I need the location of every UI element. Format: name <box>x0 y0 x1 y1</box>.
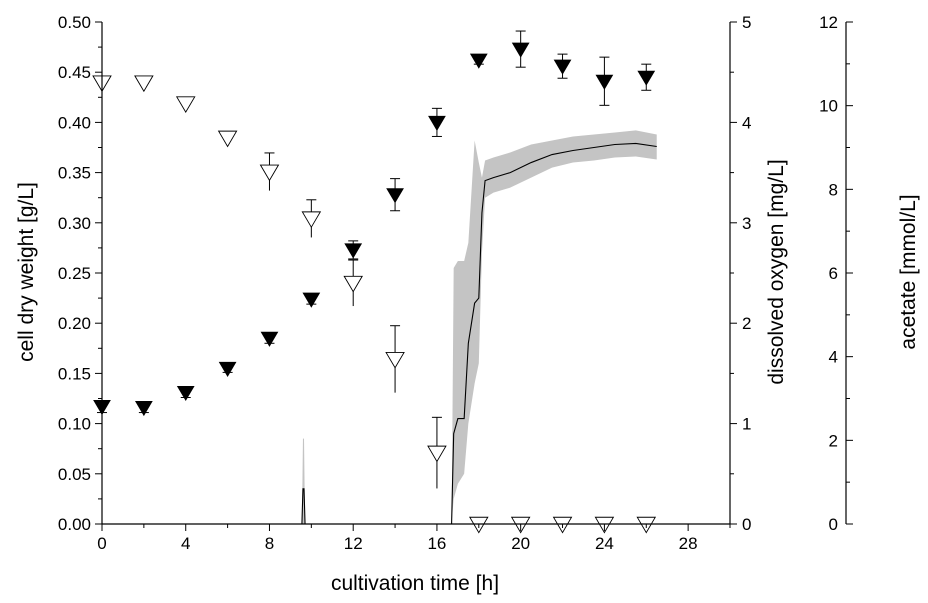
y-axis-title-acetate: acetate [mmol/L] <box>897 194 920 349</box>
y-tick-label-acetate: 12 <box>819 13 838 32</box>
x-axis-title: cultivation time [h] <box>331 572 499 595</box>
cdw-point <box>260 331 279 347</box>
y-tick-label-cdw: 0.30 <box>58 214 91 233</box>
acetate-point <box>175 96 196 114</box>
y-tick-label-do: 2 <box>742 314 751 333</box>
cdw-point <box>637 70 656 86</box>
cdw-point <box>553 59 572 75</box>
acetate-point <box>134 75 154 93</box>
acetate-point <box>259 164 280 182</box>
y-tick-label-do: 4 <box>742 113 751 132</box>
y-tick-label-do: 5 <box>742 13 751 32</box>
y-tick-label-cdw: 0.45 <box>58 63 91 82</box>
do-line <box>102 142 657 525</box>
y-tick-label-cdw: 0.05 <box>58 465 91 484</box>
cdw-point <box>595 74 614 90</box>
y-tick-label-acetate: 0 <box>829 515 838 534</box>
y-tick-label-do: 1 <box>742 415 751 434</box>
y-tick-label-acetate: 10 <box>819 97 838 116</box>
acetate-point <box>427 445 447 463</box>
y-tick-label-cdw: 0.40 <box>58 113 91 132</box>
x-tick-label: 20 <box>511 534 530 553</box>
cdw-point <box>134 401 153 417</box>
acetate-point <box>217 130 238 148</box>
cdw-point <box>511 42 530 58</box>
x-tick-label: 0 <box>97 534 106 553</box>
y-tick-label-acetate: 2 <box>829 431 838 450</box>
cdw-point <box>428 115 446 131</box>
axis-layer: 0 4 8 12 16 20 24 280.000.050.100.150.200.250.3… <box>58 13 853 553</box>
acetate-point <box>301 211 322 229</box>
y-axis-title-do: dissolved oxygen [mg/L] <box>765 159 788 384</box>
y-tick-label-cdw: 0.25 <box>58 264 91 283</box>
x-tick-label: 12 <box>344 534 363 553</box>
acetate-point <box>385 351 405 369</box>
acetate-point <box>343 275 363 293</box>
y-tick-label-cdw: 0.35 <box>58 164 91 183</box>
do-line-layer <box>102 142 657 525</box>
cdw-point <box>386 188 404 204</box>
cdw-point <box>344 243 363 259</box>
y-tick-label-cdw: 0.15 <box>58 364 91 383</box>
y-tick-label-cdw: 0.10 <box>58 415 91 434</box>
x-tick-label: 8 <box>265 534 274 553</box>
marker-layer <box>92 30 657 534</box>
x-tick-label: 24 <box>595 534 614 553</box>
y-axis-title-cdw: cell dry weight [g/L] <box>15 182 38 362</box>
y-tick-label-cdw: 0.50 <box>58 13 91 32</box>
y-tick-label-acetate: 4 <box>829 348 838 367</box>
cdw-point <box>218 361 237 377</box>
do-band-layer <box>102 130 657 524</box>
cdw-point <box>176 385 195 402</box>
y-tick-label-do: 0 <box>742 515 751 534</box>
do-std-band <box>102 130 657 524</box>
y-tick-label-acetate: 6 <box>829 264 838 283</box>
y-tick-label-do: 3 <box>742 214 751 233</box>
cdw-point <box>302 292 321 308</box>
y-tick-label-cdw: 0.20 <box>58 314 91 333</box>
x-tick-label: 4 <box>181 534 190 553</box>
x-tick-label: 16 <box>427 534 446 553</box>
x-tick-label: 28 <box>679 534 698 553</box>
y-tick-label-acetate: 8 <box>829 180 838 199</box>
y-tick-label-cdw: 0.00 <box>58 515 91 534</box>
cdw-point <box>469 53 488 69</box>
